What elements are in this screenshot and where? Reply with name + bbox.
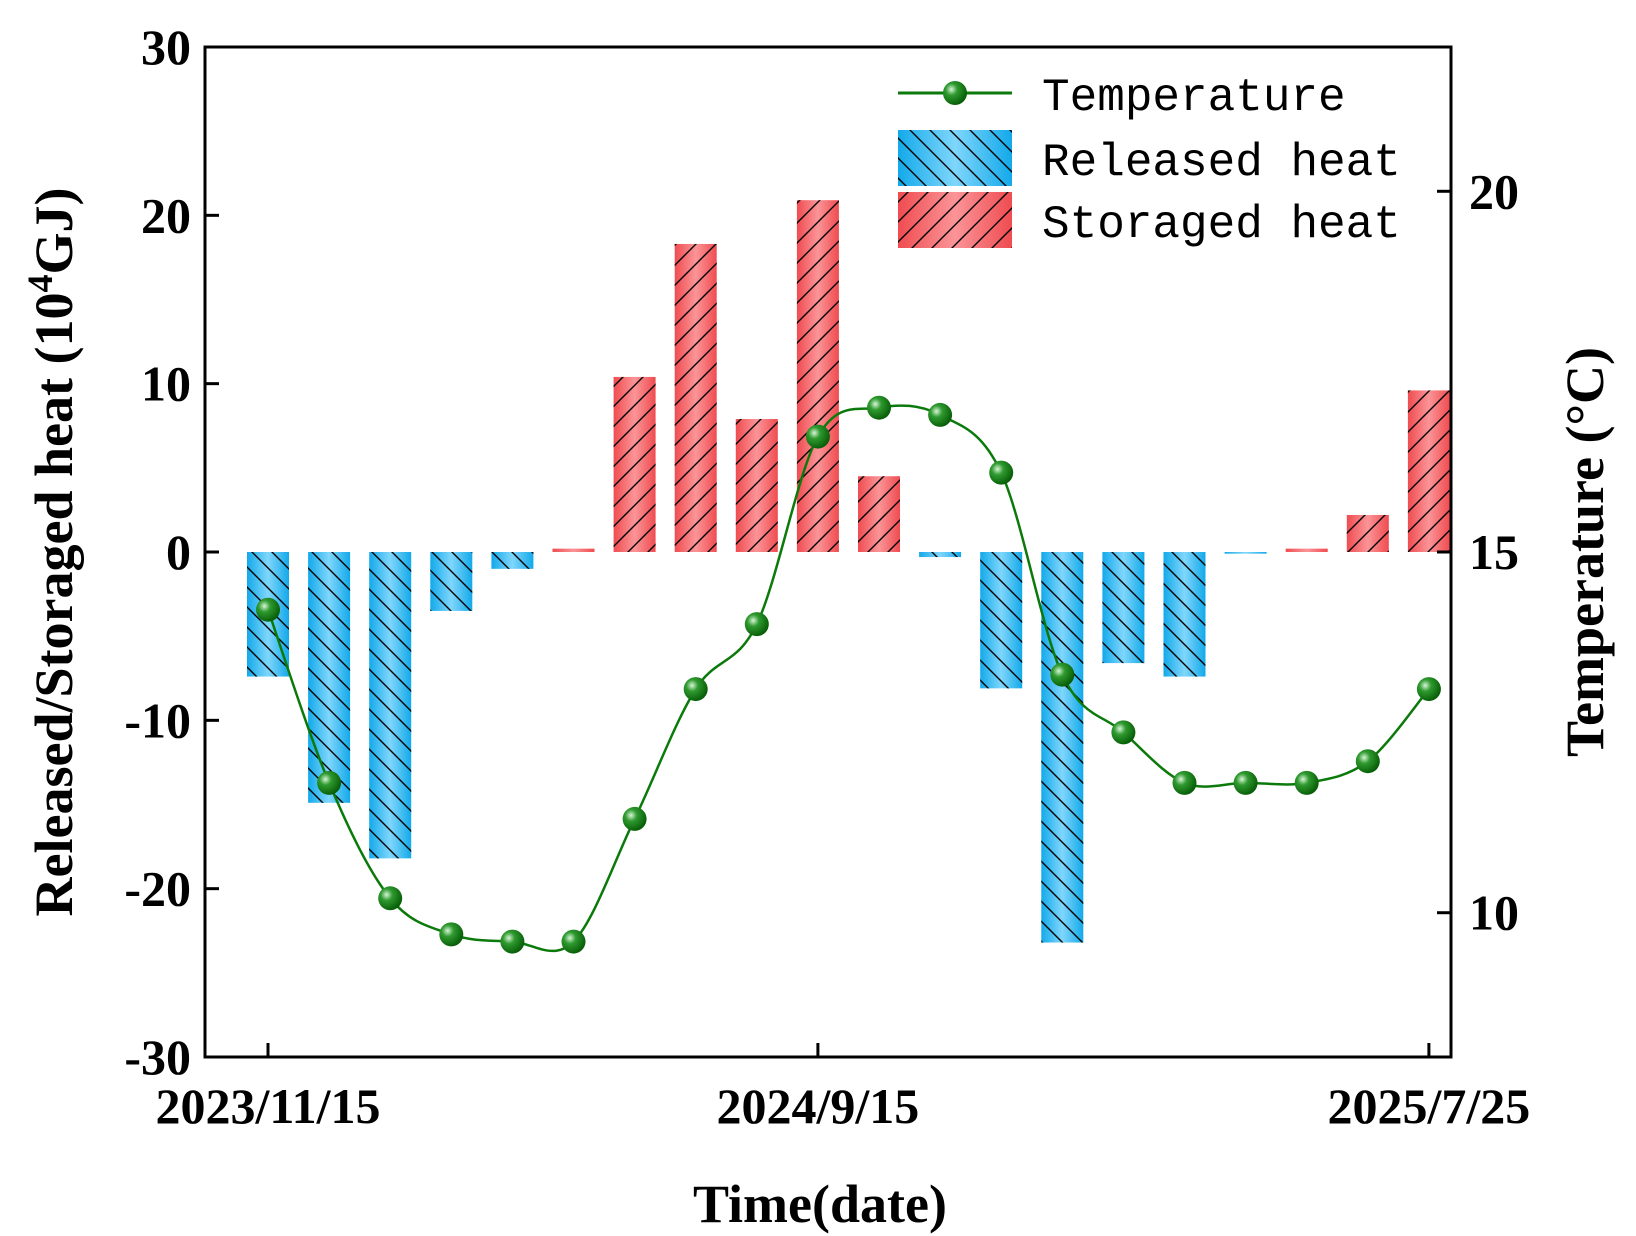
- released-heat-bar: [1163, 552, 1206, 677]
- x-tick-label: 2024/9/15: [717, 1078, 920, 1134]
- legend-storaged-hatch: [898, 192, 1012, 248]
- x-tick-label: 2023/11/15: [155, 1078, 380, 1134]
- temperature-point: [1355, 749, 1380, 774]
- temperature-line: [266, 404, 1430, 953]
- legend-temperature-label: Temperature: [1042, 72, 1346, 124]
- storaged-heat-bar: [552, 548, 595, 552]
- bar-hatch: [674, 243, 717, 552]
- bar-hatch: [308, 552, 351, 803]
- bar-hatch: [491, 552, 534, 569]
- x-tick-label: 2025/7/25: [1328, 1078, 1531, 1134]
- temperature-point: [622, 806, 647, 831]
- released-heat-bar: [1102, 552, 1145, 664]
- bar-hatch: [430, 552, 473, 611]
- left-axis: 30 20 10 0 -10 -20 -30: [124, 19, 219, 1085]
- released-heat-bar: [980, 552, 1023, 689]
- storaged-heat-bar: [858, 476, 900, 552]
- right-axis-title: Temperature (°C): [1555, 347, 1615, 757]
- left-axis-title-superscript: 4: [20, 275, 60, 293]
- legend-released-label: Released heat: [1042, 137, 1401, 189]
- storaged-heat-bar: [674, 243, 717, 552]
- left-tick-label: 30: [141, 19, 191, 75]
- right-axis: 20 15 10: [1437, 163, 1519, 941]
- storaged-heat-bar: [1346, 514, 1389, 552]
- temperature-point: [989, 460, 1014, 485]
- temperature-point: [928, 402, 953, 427]
- released-heat-bar: [1041, 552, 1084, 943]
- temperature-point: [317, 770, 342, 795]
- released-heat-bar: [1224, 552, 1267, 554]
- temperature-point: [1416, 677, 1441, 702]
- bar-hatch: [1163, 552, 1206, 677]
- left-axis-title-text: Released/Storaged heat (10: [24, 293, 84, 917]
- right-tick-label: 15: [1469, 524, 1519, 580]
- bar-hatch: [980, 552, 1023, 689]
- bar-hatch: [1102, 552, 1145, 664]
- storaged-heat-bar: [1407, 390, 1450, 552]
- bar-hatch: [369, 552, 412, 859]
- left-tick-label: 20: [141, 187, 191, 243]
- left-tick-label: -20: [124, 861, 191, 917]
- bar-fill: [1285, 548, 1328, 552]
- temperature-point: [744, 612, 769, 637]
- temperature-point: [1172, 770, 1197, 795]
- left-tick-label: -30: [124, 1029, 191, 1085]
- temperature-point: [867, 395, 891, 420]
- legend: Temperature Released heat Storaged heat: [898, 72, 1401, 251]
- bar-group: [247, 200, 1450, 943]
- bar-fill: [552, 548, 595, 552]
- bar-fill: [1224, 552, 1267, 554]
- left-axis-title: Released/Storaged heat (104GJ): [20, 188, 84, 917]
- storaged-heat-bar: [735, 419, 778, 552]
- x-axis-title: Time(date): [693, 1174, 947, 1234]
- x-axis: 2023/11/15 2024/9/15 2025/7/25: [155, 1043, 1530, 1134]
- bar-hatch: [735, 419, 778, 552]
- legend-temperature-marker: [943, 81, 967, 105]
- temperature-point: [1233, 770, 1258, 795]
- legend-storaged-label: Storaged heat: [1042, 199, 1401, 251]
- bar-hatch: [858, 476, 900, 552]
- temperature-point: [683, 677, 708, 702]
- bar-hatch: [1041, 552, 1084, 943]
- left-tick-label: 0: [166, 524, 191, 580]
- bar-hatch: [1346, 514, 1389, 552]
- storaged-heat-bar: [613, 376, 656, 552]
- released-heat-bar: [919, 552, 962, 558]
- temperature-point: [1050, 662, 1075, 687]
- temperature-point: [439, 922, 464, 947]
- temperature-line-group: [256, 395, 1441, 954]
- right-tick-label: 10: [1469, 885, 1519, 941]
- temperature-point: [1294, 770, 1319, 795]
- temperature-point: [1111, 720, 1136, 745]
- left-axis-title-unit: GJ): [24, 188, 84, 275]
- storaged-heat-bar: [796, 200, 839, 552]
- bar-hatch: [1407, 390, 1450, 552]
- bar-hatch: [919, 552, 962, 558]
- released-heat-bar: [308, 552, 351, 803]
- left-tick-label: 10: [141, 356, 191, 412]
- released-heat-bar: [430, 552, 473, 611]
- released-heat-bar: [369, 552, 412, 859]
- temperature-point: [500, 929, 525, 954]
- temperature-point: [561, 929, 586, 954]
- right-tick-label: 20: [1469, 163, 1519, 219]
- temperature-point: [378, 886, 403, 911]
- storaged-heat-bar: [1285, 548, 1328, 552]
- temperature-point: [256, 597, 280, 622]
- left-tick-label: -10: [124, 692, 191, 748]
- legend-released-hatch: [898, 130, 1012, 186]
- released-heat-bar: [491, 552, 534, 569]
- bar-hatch: [796, 200, 839, 552]
- temperature-point: [805, 424, 830, 449]
- bar-hatch: [613, 376, 656, 552]
